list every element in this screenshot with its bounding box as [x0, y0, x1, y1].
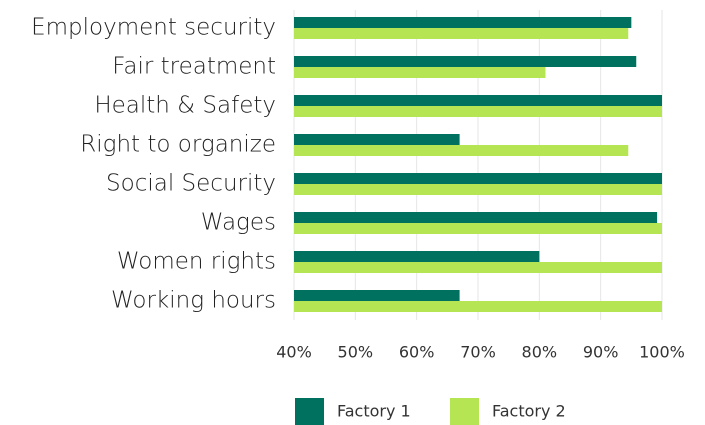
y-tick-label: Right to organize	[80, 132, 276, 158]
y-tick-label: Working hours	[111, 288, 276, 314]
x-tick-label: 90%	[583, 343, 619, 362]
x-tick-label: 40%	[276, 343, 312, 362]
x-tick-label: 70%	[460, 343, 496, 362]
legend-label: Factory 1	[337, 402, 411, 421]
legend-swatch	[450, 398, 479, 425]
bar	[294, 134, 460, 145]
bar	[294, 251, 540, 262]
bar	[294, 262, 662, 273]
bar	[294, 173, 662, 184]
bar	[294, 290, 460, 301]
bar	[294, 56, 637, 67]
bar	[294, 67, 546, 78]
bar	[294, 106, 662, 117]
y-tick-label: Fair treatment	[112, 54, 276, 80]
bar	[294, 95, 662, 106]
bar	[294, 17, 632, 28]
x-tick-label: 50%	[338, 343, 374, 362]
legend-label: Factory 2	[492, 402, 566, 421]
y-tick-label: Health & Safety	[94, 93, 276, 119]
legend-swatch	[295, 398, 324, 425]
bar	[294, 184, 662, 195]
y-tick-label: Wages	[201, 210, 276, 236]
x-tick-label: 60%	[399, 343, 435, 362]
bar	[294, 223, 662, 234]
x-tick-label: 80%	[522, 343, 558, 362]
bar	[294, 145, 629, 156]
bar	[294, 301, 662, 312]
y-tick-label: Employment security	[31, 15, 276, 41]
x-tick-label: 100%	[639, 343, 685, 362]
y-tick-label: Social Security	[106, 171, 276, 197]
y-tick-label: Women rights	[117, 249, 276, 275]
bar	[294, 212, 658, 223]
bar	[294, 28, 629, 39]
